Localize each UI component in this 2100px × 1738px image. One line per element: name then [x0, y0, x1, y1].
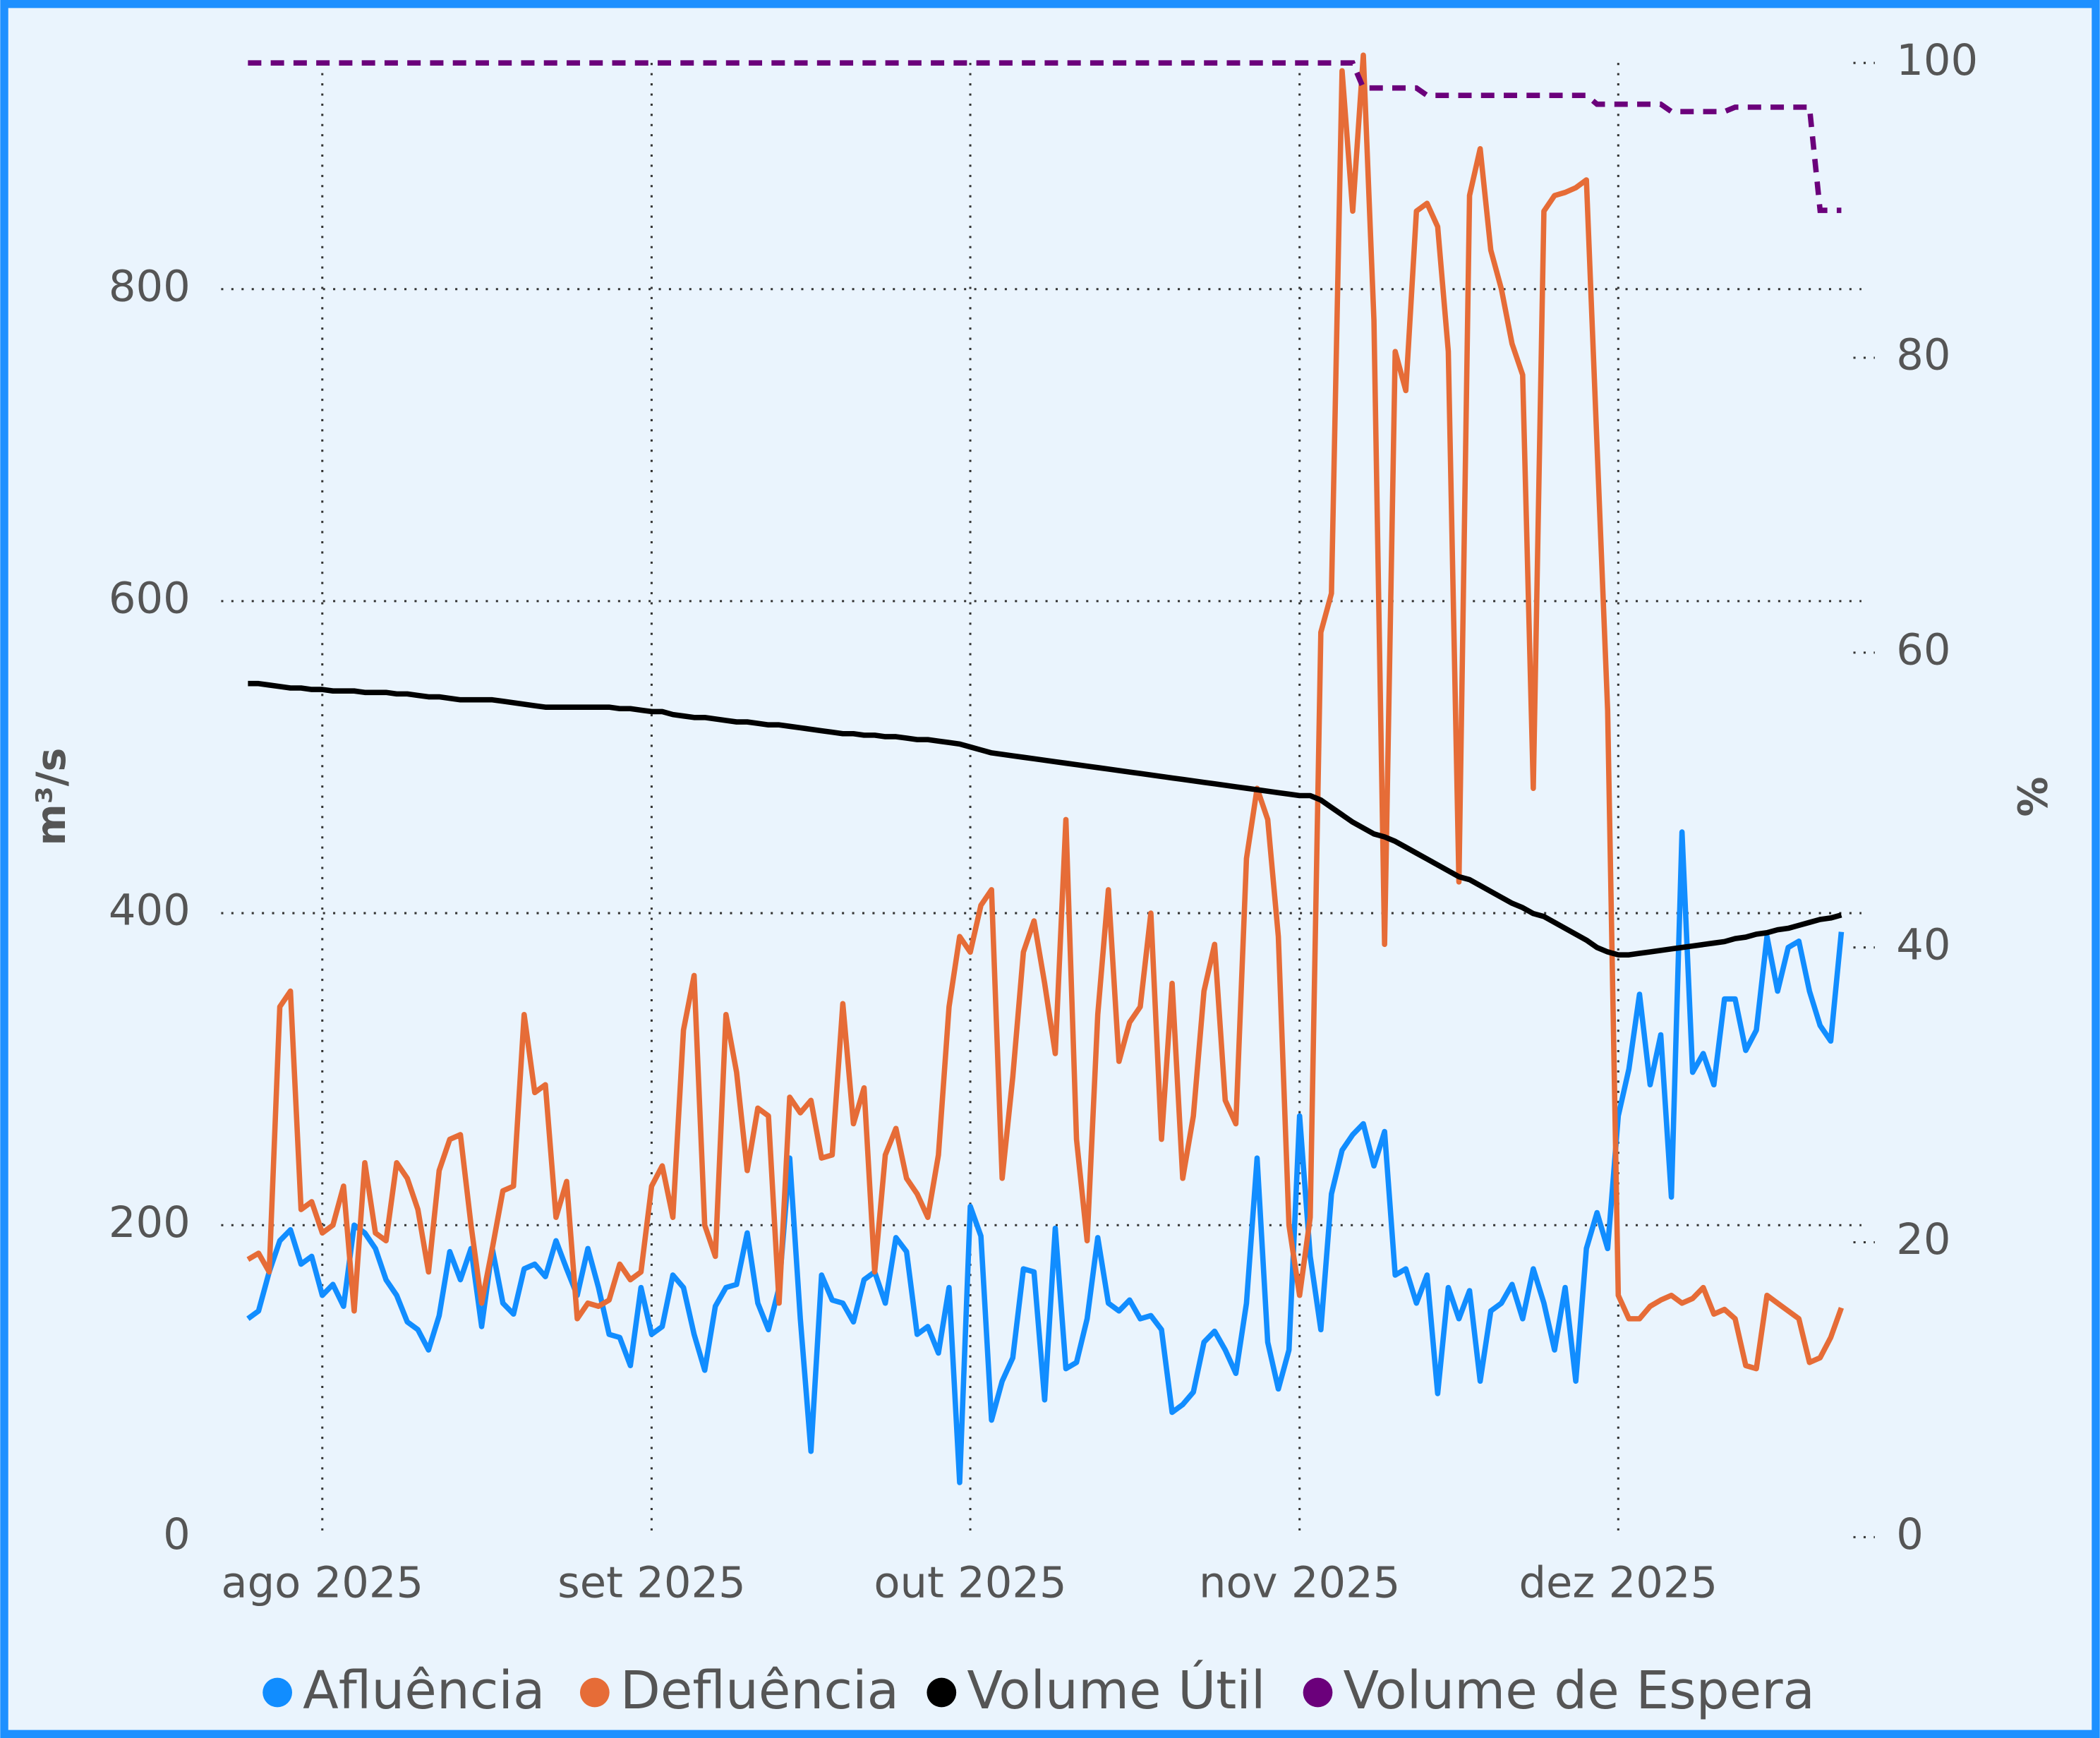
x-tick-label: dez 2025 — [1519, 1558, 1718, 1607]
y-axis-title: m³/s — [28, 748, 75, 846]
series-line — [248, 680, 1842, 958]
y2-tick-label: 20 — [1896, 1215, 1950, 1265]
legend-label: Volume de Espera — [1344, 1660, 1815, 1721]
y-tick-label: 200 — [109, 1198, 191, 1248]
legend-marker — [927, 1677, 957, 1708]
series-line — [248, 60, 1842, 213]
y2-tick-label: 80 — [1896, 331, 1950, 380]
y2-tick-label: 60 — [1896, 625, 1950, 675]
series-line — [246, 52, 1845, 1372]
x-tick-label: set 2025 — [557, 1558, 746, 1607]
y2-tick-label: 0 — [1896, 1510, 1924, 1559]
y2-tick-label: 100 — [1896, 36, 1978, 85]
y2-tick-label: 40 — [1896, 920, 1950, 970]
legend-marker — [579, 1677, 610, 1708]
series-line — [246, 829, 1845, 1485]
y-tick-label: 400 — [109, 886, 191, 936]
legend-marker — [262, 1677, 292, 1708]
y-tick-label: 600 — [109, 574, 191, 623]
legend-label: Afluência — [303, 1660, 545, 1721]
y2-axis-title: % — [2008, 777, 2054, 817]
y-tick-label: 0 — [163, 1510, 191, 1559]
legend-marker — [1303, 1677, 1333, 1708]
x-tick-label: nov 2025 — [1199, 1558, 1400, 1607]
x-tick-label: ago 2025 — [221, 1558, 423, 1607]
legend-label: Defluência — [620, 1660, 899, 1721]
y-tick-label: 800 — [109, 262, 191, 311]
legend-label: Volume Útil — [967, 1659, 1265, 1721]
x-tick-label: out 2025 — [874, 1558, 1066, 1607]
